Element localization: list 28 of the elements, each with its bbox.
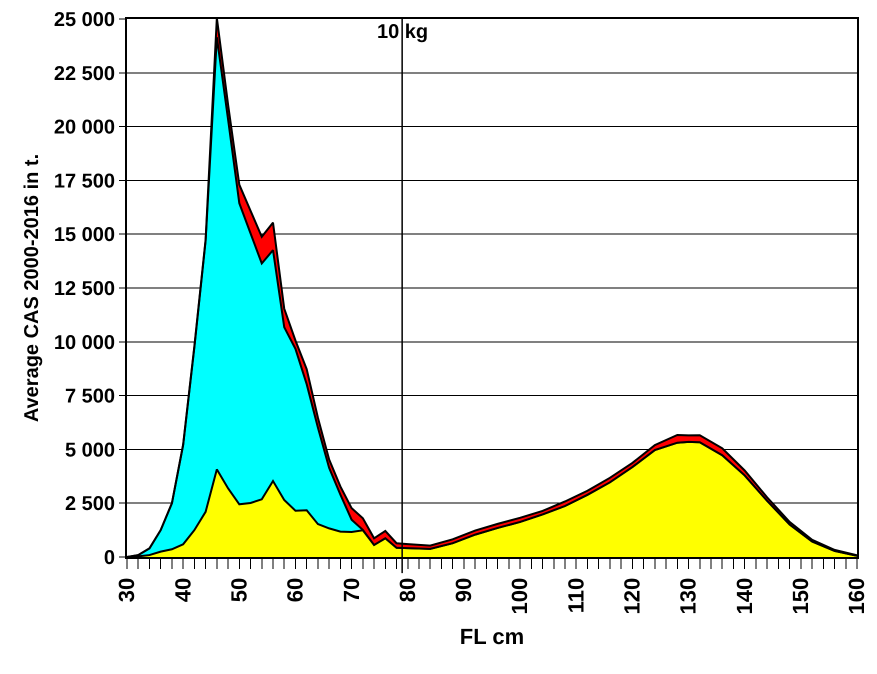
y-tick-label: 5 000 (64, 439, 115, 462)
y-tick-label: 7 500 (64, 386, 115, 408)
y-axis-title: Average CAS 2000-2016 in t. (20, 154, 43, 422)
x-tick-label: 130 (676, 578, 701, 615)
y-tick-label: 0 (104, 547, 115, 569)
ref-line-label: 10 kg (377, 21, 428, 43)
x-tick-label: 80 (394, 578, 420, 602)
x-tick-label: 140 (732, 578, 757, 615)
x-tick-label: 60 (282, 578, 308, 602)
y-tick-label: 10 000 (54, 332, 115, 354)
x-tick-label: 160 (844, 578, 870, 615)
x-tick-label: 150 (788, 578, 813, 615)
x-tick-label: 110 (563, 578, 588, 614)
x-tick-label: 100 (507, 578, 532, 615)
x-tick-label: 40 (170, 578, 196, 602)
x-tick-label: 30 (114, 578, 140, 602)
y-tick-label: 25 000 (54, 9, 115, 31)
x-axis-title: FL cm (460, 624, 524, 649)
x-tick-label: 50 (226, 578, 252, 602)
x-tick-label: 90 (451, 578, 476, 602)
x-tick-label: 120 (620, 578, 645, 615)
y-tick-label: 22 500 (54, 62, 115, 85)
y-tick-label: 12 500 (54, 278, 115, 300)
y-tick-label: 2 500 (64, 493, 115, 516)
y-tick-label: 15 000 (54, 224, 115, 246)
y-tick-label: 20 000 (54, 116, 115, 139)
y-tick-label: 17 500 (54, 170, 115, 192)
x-tick-label: 70 (338, 578, 364, 602)
